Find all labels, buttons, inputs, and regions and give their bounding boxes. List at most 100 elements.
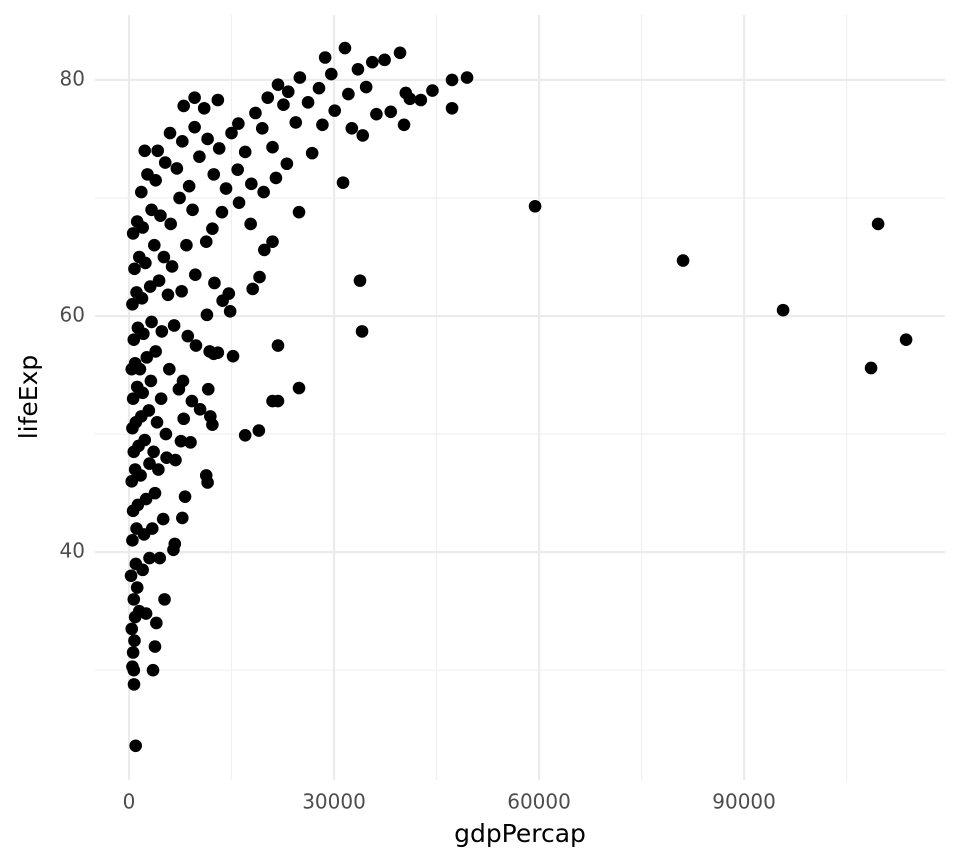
point [301,96,315,109]
point [244,217,257,231]
point [257,185,270,199]
point [312,81,326,95]
point [149,173,162,187]
point [151,144,165,158]
point [136,386,149,400]
point [384,105,398,119]
point [426,84,439,97]
point [136,221,149,234]
point [127,333,141,346]
point [143,551,156,565]
point [154,392,168,405]
point [124,569,138,583]
point [528,199,542,213]
point [215,205,229,219]
point [353,274,367,287]
point [146,663,160,677]
point [127,663,141,677]
point [355,325,369,338]
point [170,162,184,175]
point [199,235,213,248]
point [188,268,202,282]
point [366,55,379,69]
point [223,305,237,318]
point [153,551,167,565]
point [139,607,153,620]
point [201,476,214,489]
point [147,445,160,459]
point [136,563,149,577]
point [258,243,271,257]
point [176,374,190,388]
point [130,581,144,594]
point [232,117,245,130]
point [193,150,206,163]
point [167,319,181,332]
point [158,156,172,169]
point [253,270,266,284]
point [232,196,246,210]
point [148,640,162,653]
point [145,203,158,217]
point [871,217,885,231]
point [176,511,189,525]
point [266,235,279,248]
point [174,434,188,448]
point [208,276,221,290]
point [261,91,275,104]
point [178,490,192,503]
point [281,85,295,99]
point [206,222,219,235]
x-tick-label: 30000 [302,790,366,814]
point [293,71,307,84]
point [359,80,373,94]
point [676,254,690,267]
point [271,339,285,352]
point [338,41,352,55]
point [292,381,306,395]
y-tick-label: 60 [60,303,85,327]
point [204,410,217,423]
point [126,297,139,311]
point [145,315,158,329]
point [182,179,196,193]
point [252,424,266,437]
point [129,739,142,753]
point [197,101,211,115]
point [177,99,190,113]
point [238,145,252,159]
point [399,86,413,100]
point [207,168,221,181]
point [128,262,141,276]
y-axis-title: lifeExp [14,355,43,440]
point [126,392,140,405]
point [126,646,140,659]
point [143,457,156,470]
point [161,288,175,302]
point [211,93,225,107]
x-tick-label: 90000 [712,790,776,814]
point [345,122,359,135]
point [271,394,285,408]
point [378,53,391,67]
point [238,428,252,442]
point [126,227,140,240]
point [211,346,225,359]
point [168,537,182,551]
point [148,486,162,500]
point [139,256,152,270]
point [292,205,306,219]
point [139,492,153,506]
point [176,135,189,148]
point [277,98,290,112]
point [156,512,170,526]
point [144,374,158,388]
point [180,238,193,252]
point [157,250,171,264]
point [245,177,258,191]
point [158,593,171,606]
point [185,394,199,408]
point [125,622,139,636]
point [127,593,141,606]
